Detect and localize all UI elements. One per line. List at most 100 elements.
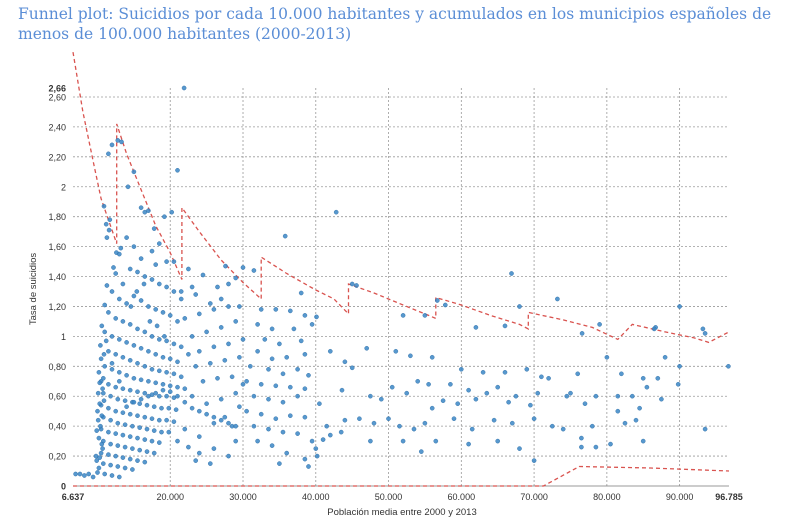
data-point — [104, 283, 110, 288]
data-point — [156, 393, 162, 399]
x-axis-label: Población media entre 2000 y 2013 — [327, 507, 476, 518]
data-point — [568, 390, 573, 396]
data-point — [298, 338, 304, 344]
data-point — [247, 363, 253, 369]
data-point — [590, 423, 595, 429]
data-point — [135, 389, 140, 395]
data-point — [218, 296, 224, 302]
x-tick-label: 50.000 — [375, 492, 403, 502]
data-point — [160, 354, 166, 360]
data-point — [517, 304, 522, 309]
data-point — [429, 405, 435, 411]
data-point — [97, 380, 102, 386]
x-tick-label: 80.000 — [593, 492, 621, 502]
data-point — [218, 325, 224, 330]
data-point — [113, 408, 118, 414]
data-point — [115, 464, 121, 469]
data-point — [124, 301, 129, 306]
data-point — [204, 401, 209, 407]
data-point — [258, 307, 264, 312]
data-point — [473, 325, 479, 330]
data-point — [102, 363, 107, 369]
data-point — [251, 268, 257, 273]
data-point — [442, 302, 448, 308]
data-point — [106, 310, 111, 315]
data-point — [162, 334, 167, 339]
data-point — [204, 329, 209, 335]
data-point — [142, 437, 148, 442]
data-point — [113, 384, 118, 390]
data-point — [222, 357, 228, 363]
data-point — [115, 396, 121, 402]
data-point — [167, 356, 173, 362]
data-point — [295, 393, 300, 399]
data-point — [302, 386, 308, 392]
data-point — [154, 323, 160, 329]
y-tick-label: 2,40 — [48, 122, 66, 132]
data-point — [193, 458, 198, 463]
data-point — [109, 366, 115, 372]
data-point — [287, 413, 293, 419]
data-point — [397, 423, 402, 429]
data-point — [513, 393, 519, 399]
data-point — [269, 326, 275, 332]
y-tick-label: 0,60 — [48, 392, 66, 402]
data-point — [106, 405, 111, 411]
control-limits — [72, 51, 730, 487]
data-point — [156, 337, 162, 342]
data-point — [186, 266, 191, 272]
data-point — [160, 387, 166, 393]
data-point — [95, 408, 100, 414]
data-point — [258, 411, 264, 417]
data-point — [96, 465, 102, 471]
data-point — [302, 313, 308, 318]
data-point — [608, 441, 613, 447]
data-point — [215, 284, 220, 290]
data-point — [389, 384, 395, 390]
data-point — [138, 396, 144, 402]
data-point — [186, 351, 191, 357]
data-point — [135, 326, 140, 332]
data-point — [100, 446, 105, 451]
data-point — [204, 411, 209, 417]
x-tick-label: 90.000 — [666, 492, 694, 502]
data-point — [131, 169, 137, 175]
data-point — [109, 473, 115, 478]
data-point — [302, 351, 308, 357]
data-point — [122, 465, 128, 471]
data-point — [162, 214, 167, 219]
data-point — [282, 233, 288, 239]
data-point — [135, 413, 140, 419]
data-point — [130, 467, 135, 472]
data-point — [106, 429, 111, 435]
data-point — [167, 313, 173, 318]
data-point — [135, 458, 140, 463]
data-point — [142, 459, 148, 465]
data-point — [531, 416, 537, 422]
data-point — [106, 227, 112, 233]
data-point — [134, 289, 140, 294]
data-point — [120, 319, 126, 324]
data-point — [128, 304, 134, 309]
data-point — [181, 85, 187, 91]
data-point — [117, 369, 122, 375]
data-point — [619, 371, 624, 377]
data-point — [124, 340, 129, 345]
data-point — [400, 313, 406, 318]
data-point — [349, 365, 355, 371]
data-point — [171, 341, 177, 347]
data-point — [156, 368, 162, 374]
data-point — [120, 432, 126, 438]
axes: 0 0,20 0,40 0,60 0,80 1 1,20 1,40 1,60 1,80 2 2,20 2… — [48, 84, 742, 503]
data-point — [251, 393, 257, 399]
data-point — [266, 396, 271, 402]
data-point — [524, 366, 530, 372]
data-point — [495, 438, 501, 444]
data-point — [146, 378, 151, 384]
data-point — [429, 354, 435, 360]
data-point — [333, 209, 339, 215]
y-tick-label: 0,40 — [48, 422, 66, 432]
data-point — [314, 314, 319, 320]
data-point — [575, 371, 581, 377]
